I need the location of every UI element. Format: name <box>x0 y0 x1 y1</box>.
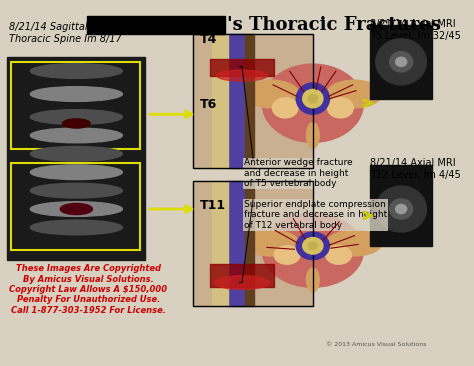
Ellipse shape <box>308 242 318 250</box>
Ellipse shape <box>30 165 122 180</box>
Ellipse shape <box>308 94 318 103</box>
Text: 8/21/14 Axial MRI
T12 Level, Im 4/45: 8/21/14 Axial MRI T12 Level, Im 4/45 <box>370 158 461 180</box>
Ellipse shape <box>262 64 364 142</box>
Bar <box>210 264 274 287</box>
Ellipse shape <box>63 119 90 128</box>
Ellipse shape <box>306 268 319 292</box>
Ellipse shape <box>217 70 267 81</box>
Ellipse shape <box>296 83 329 114</box>
Ellipse shape <box>30 220 122 235</box>
Ellipse shape <box>30 128 122 143</box>
Text: T6: T6 <box>200 98 217 111</box>
Bar <box>228 34 245 168</box>
Ellipse shape <box>396 205 407 214</box>
Bar <box>245 34 254 168</box>
Ellipse shape <box>376 39 427 85</box>
Ellipse shape <box>326 246 351 264</box>
Ellipse shape <box>306 123 319 148</box>
Ellipse shape <box>262 214 364 287</box>
Text: T11: T11 <box>200 199 226 212</box>
Text: Superior endplate compression
fracture and decrease in height
of T12 vertebral b: Superior endplate compression fracture a… <box>244 200 387 229</box>
Bar <box>87 16 226 34</box>
Text: 8/21/14 Sagittal MRI
Thoracic Spine Im 8/17: 8/21/14 Sagittal MRI Thoracic Spine Im 8… <box>9 22 122 44</box>
Ellipse shape <box>376 186 427 232</box>
Bar <box>11 62 140 149</box>
Ellipse shape <box>244 80 299 108</box>
Bar <box>210 59 274 76</box>
Bar <box>211 34 228 168</box>
Bar <box>8 57 146 259</box>
Ellipse shape <box>30 146 122 161</box>
Bar <box>193 34 313 168</box>
Ellipse shape <box>273 98 298 118</box>
Ellipse shape <box>30 202 122 216</box>
Bar <box>11 163 140 250</box>
Ellipse shape <box>30 110 122 124</box>
Bar <box>370 25 432 98</box>
Ellipse shape <box>303 238 323 254</box>
Ellipse shape <box>214 276 270 290</box>
Bar <box>193 34 313 168</box>
Text: Anterior wedge fracture
and decrease in height
of T5 vertebral body: Anterior wedge fracture and decrease in … <box>244 158 353 188</box>
Bar <box>193 182 313 306</box>
Ellipse shape <box>327 80 382 108</box>
Ellipse shape <box>30 87 122 101</box>
Ellipse shape <box>327 230 382 256</box>
Ellipse shape <box>328 98 353 118</box>
Bar <box>245 182 254 306</box>
Ellipse shape <box>30 64 122 78</box>
Text: © 2013 Amicus Visual Solutions: © 2013 Amicus Visual Solutions <box>327 342 427 347</box>
Ellipse shape <box>274 246 300 264</box>
Text: These Images Are Copyrighted
By Amicus Visual Solutions.
Copyright Law Allows A : These Images Are Copyrighted By Amicus V… <box>9 264 167 315</box>
Bar <box>228 182 245 306</box>
Ellipse shape <box>60 203 92 214</box>
Ellipse shape <box>244 230 299 256</box>
Bar <box>370 165 432 246</box>
Text: T4: T4 <box>200 33 217 46</box>
Text: 's Thoracic Fractures: 's Thoracic Fractures <box>227 16 441 34</box>
Text: 8/21/14 Axial MRI
T5 Level, Im 32/45: 8/21/14 Axial MRI T5 Level, Im 32/45 <box>370 19 461 41</box>
Ellipse shape <box>30 183 122 198</box>
Ellipse shape <box>303 89 323 108</box>
Bar <box>193 182 313 306</box>
Bar <box>211 182 228 306</box>
Ellipse shape <box>390 52 413 72</box>
Ellipse shape <box>296 232 329 259</box>
Ellipse shape <box>396 57 407 66</box>
Ellipse shape <box>390 199 413 219</box>
